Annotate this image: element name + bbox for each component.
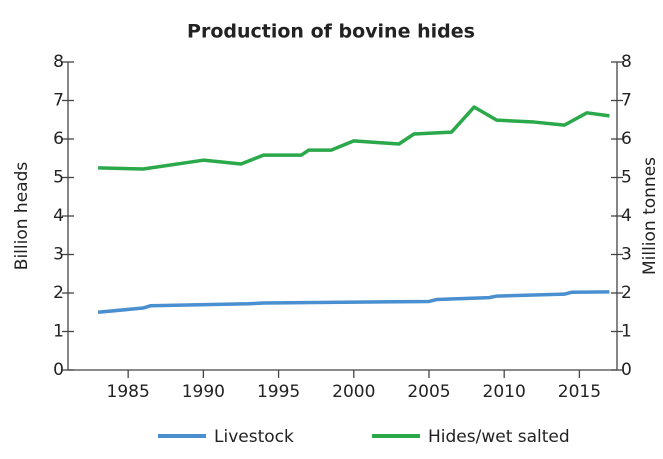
- x-tick-label: 2015: [558, 382, 601, 402]
- x-tick-label: 2000: [332, 382, 375, 402]
- legend-label: Hides/wet salted: [428, 427, 570, 447]
- line-series: [98, 105, 610, 171]
- x-tick-label: 2005: [407, 382, 450, 402]
- x-tick-label: 2010: [483, 382, 526, 402]
- y-tick-label: 8: [53, 52, 64, 72]
- y2-tick-label: 8: [621, 52, 632, 72]
- y2-tick-label: 4: [621, 206, 632, 226]
- y2-tick-label: 7: [621, 91, 632, 111]
- y-tick-label: 1: [53, 322, 64, 342]
- x-tick-label: 1995: [257, 382, 300, 402]
- y-axis-label: Billion heads: [12, 162, 32, 271]
- chart-title: Production of bovine hides: [187, 21, 475, 43]
- y-tick-label: 7: [53, 91, 64, 111]
- y-tick-label: 6: [53, 129, 64, 149]
- y2-tick-label: 0: [621, 360, 632, 380]
- legend-label: Livestock: [214, 427, 294, 447]
- y-tick-label: 2: [53, 283, 64, 303]
- y-tick-label: 5: [53, 168, 64, 188]
- y-tick-label: 3: [53, 245, 64, 265]
- y-tick-label: 4: [53, 206, 64, 226]
- y2-axis-label: Million tonnes: [640, 157, 660, 275]
- y2-tick-label: 5: [621, 168, 632, 188]
- y2-tick-label: 6: [621, 129, 632, 149]
- x-tick-label: 1985: [107, 382, 150, 402]
- y-tick-label: 0: [53, 360, 64, 380]
- y2-tick-label: 1: [621, 322, 632, 342]
- x-tick-label: 1990: [182, 382, 225, 402]
- y2-tick-label: 2: [621, 283, 632, 303]
- line-series: [97, 290, 610, 314]
- y2-tick-label: 3: [621, 245, 632, 265]
